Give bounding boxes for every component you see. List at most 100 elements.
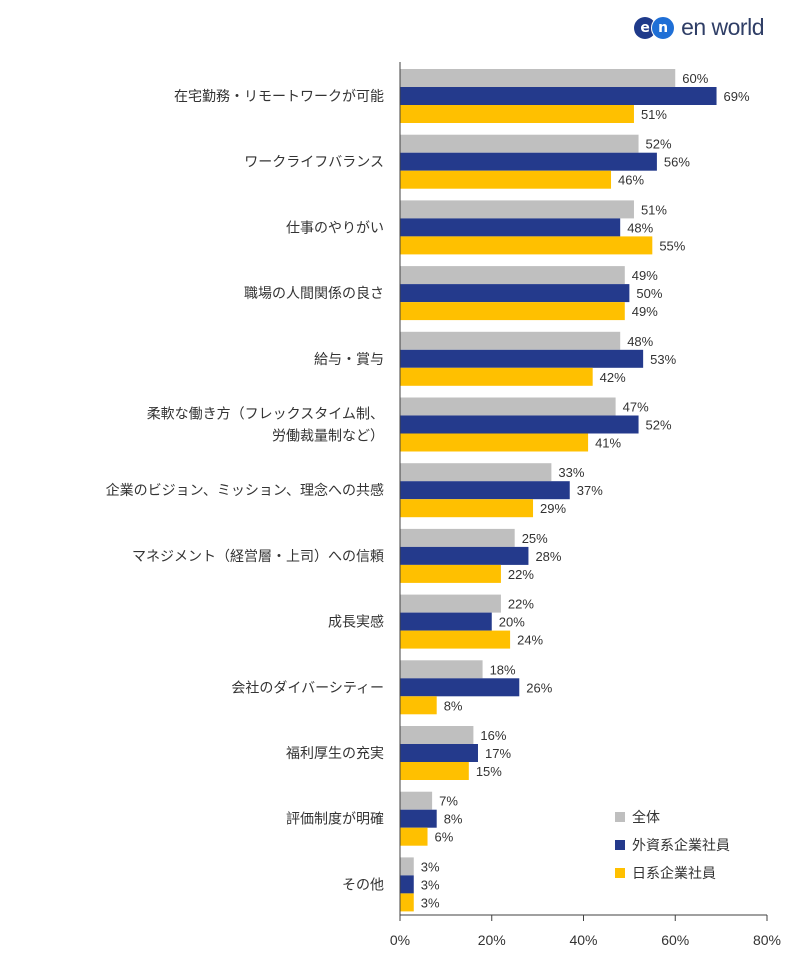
bar [400, 481, 570, 500]
legend-label: 日系企業社員 [632, 865, 716, 882]
data-label: 3% [421, 895, 440, 910]
data-label: 52% [646, 137, 672, 152]
data-label: 53% [650, 352, 676, 367]
bar [400, 726, 474, 744]
brand-name: en world [681, 14, 764, 40]
category-label: 福利厚生の充実 [286, 746, 384, 762]
bars-group [400, 69, 717, 912]
data-label: 56% [664, 155, 690, 170]
data-label: 49% [632, 304, 658, 319]
data-label: 3% [421, 859, 440, 874]
x-tick-label: 60% [661, 932, 689, 948]
category-label: 企業のビジョン、ミッション、理念への共感 [106, 482, 384, 499]
bar [400, 87, 717, 105]
category-label: 給与・賞与 [314, 352, 384, 368]
bar [400, 678, 520, 697]
data-label: 29% [540, 501, 566, 516]
data-label: 22% [508, 567, 534, 582]
bar [400, 612, 492, 631]
data-label: 22% [508, 597, 534, 612]
data-label: 33% [558, 465, 584, 480]
data-label: 51% [641, 202, 667, 217]
bar [400, 594, 501, 613]
category-label: 仕事のやりがい [286, 220, 384, 236]
bar [400, 266, 625, 285]
bar [400, 170, 612, 189]
bar [400, 660, 483, 679]
x-tick-label: 40% [569, 932, 597, 948]
category-label: 柔軟な働き方（フレックスタイム制、 [147, 407, 384, 423]
x-tick-label: 0% [390, 932, 410, 948]
bar [400, 331, 621, 350]
category-label: 職場の人間関係の良さ [244, 286, 384, 302]
legend-swatch [615, 868, 625, 878]
bar [400, 827, 428, 846]
bar [400, 546, 529, 565]
bar [400, 284, 630, 303]
data-label: 69% [724, 89, 750, 104]
data-label: 51% [641, 107, 667, 122]
bar [400, 134, 639, 153]
bar [400, 744, 478, 762]
data-label: 20% [499, 615, 525, 630]
bar [400, 630, 511, 649]
data-label: 7% [439, 794, 458, 809]
data-label: 17% [485, 746, 511, 761]
legend-label: 全体 [632, 809, 660, 826]
data-label: 3% [421, 877, 440, 892]
data-label: 28% [535, 549, 561, 564]
en-logo-icon: e n [634, 15, 676, 40]
category-label: その他 [342, 877, 384, 893]
bar [400, 463, 552, 482]
data-label: 24% [517, 633, 543, 648]
bar [400, 809, 437, 828]
labels-group: 在宅勤務・リモートワークが可能 60% 69% 51% ワークライフバランス 52% 56%… [106, 71, 750, 910]
data-label: 42% [600, 370, 626, 385]
data-label: 8% [444, 812, 463, 827]
bar [400, 302, 625, 321]
brand-logo: e n en world [634, 14, 764, 41]
data-label: 6% [435, 830, 454, 845]
axis-group: 0% 20% 40% 60% 80% [390, 62, 781, 948]
bar [400, 367, 593, 386]
data-label: 37% [577, 483, 603, 498]
bar [400, 564, 501, 583]
data-label: 8% [444, 698, 463, 713]
data-label: 49% [632, 268, 658, 283]
bar [400, 349, 644, 368]
category-label: ワークライフバランス [244, 155, 384, 171]
data-label: 52% [646, 418, 672, 433]
bar [400, 218, 621, 237]
data-label: 26% [526, 680, 552, 695]
category-label: 評価制度が明確 [286, 812, 384, 828]
bar [400, 105, 634, 123]
bar [400, 499, 534, 518]
bar [400, 415, 639, 434]
data-label: 16% [480, 728, 506, 743]
bar [400, 762, 469, 780]
data-label: 50% [636, 286, 662, 301]
data-label: 60% [682, 71, 708, 86]
data-label: 47% [623, 400, 649, 415]
data-label: 55% [659, 238, 685, 253]
category-label: 会社のダイバーシティー [231, 680, 384, 696]
bar [400, 433, 589, 452]
data-label: 41% [595, 436, 621, 451]
x-tick-label: 80% [753, 932, 781, 948]
bar [400, 152, 657, 171]
bar [400, 696, 437, 715]
legend-swatch [615, 840, 625, 850]
data-label: 48% [627, 220, 653, 235]
x-tick-label: 20% [478, 932, 506, 948]
legend-label: 外資系企業社員 [632, 837, 730, 854]
data-label: 15% [476, 764, 502, 779]
category-label: マネジメント（経営層・上司）への信頼 [132, 549, 384, 565]
bar [400, 791, 433, 810]
bar [400, 397, 616, 416]
bar [400, 528, 515, 547]
bar [400, 875, 414, 894]
bar [400, 69, 676, 87]
category-label: 労働裁量制など） [272, 429, 384, 445]
bar [400, 236, 653, 255]
data-label: 18% [490, 662, 516, 677]
